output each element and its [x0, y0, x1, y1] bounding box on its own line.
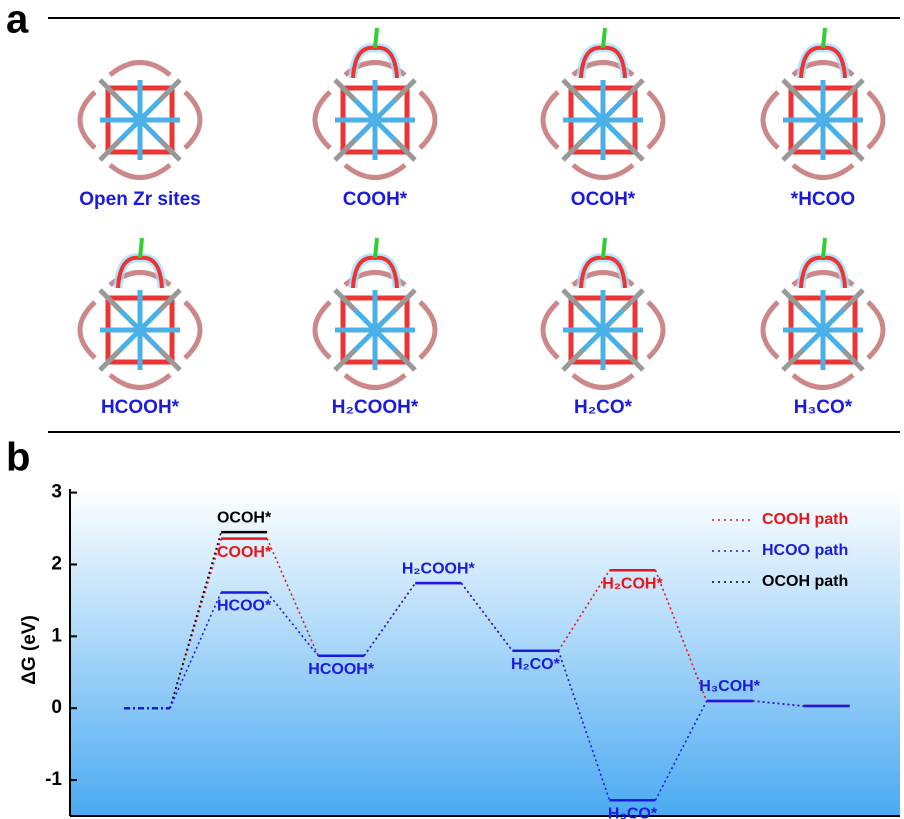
level-label: OCOH*	[217, 509, 272, 526]
structure-label: OCOH*	[571, 189, 636, 210]
legend-label: HCOO path	[762, 542, 848, 559]
connector	[169, 531, 222, 709]
adsorbate	[118, 238, 162, 288]
level-label: H₂COH*	[602, 575, 663, 592]
level-label: H₂CO*	[511, 656, 561, 673]
y-tick-label: 3	[51, 482, 62, 503]
structure-label: H₂CO*	[574, 397, 633, 418]
panel-label: b	[6, 436, 30, 480]
level-label: H₃CO*	[608, 805, 658, 819]
level-label: HCOOH*	[308, 661, 375, 678]
adsorbate	[353, 238, 397, 288]
structure	[315, 273, 435, 388]
connector	[266, 591, 319, 657]
legend-label: COOH path	[762, 511, 848, 528]
connector	[752, 700, 804, 707]
level-label: H₃COH*	[699, 678, 761, 695]
connector	[654, 569, 708, 702]
y-tick-label: 1	[51, 625, 62, 646]
plot-background	[70, 489, 900, 816]
connector	[460, 582, 514, 652]
adsorbate	[581, 238, 625, 288]
panel-label: a	[6, 0, 29, 42]
connector	[654, 700, 708, 801]
y-tick-label: -1	[45, 769, 62, 790]
adsorbate	[801, 28, 845, 78]
structure	[543, 63, 663, 178]
y-axis-label: ΔG (eV)	[19, 615, 40, 685]
y-tick-label: 0	[51, 697, 62, 718]
connector	[557, 569, 611, 652]
level-label: H₂COOH*	[402, 560, 476, 577]
connector	[169, 592, 222, 709]
connector	[557, 650, 611, 801]
structure-label: *HCOO	[791, 189, 855, 210]
structure-label: Open Zr sites	[79, 189, 200, 210]
structures: Open Zr sites COOH* OCOH* *HCOO HCOOH* H₂COOH…	[79, 28, 883, 418]
level-label: HCOO*	[217, 598, 272, 615]
structure	[80, 63, 200, 178]
y-tick-label: 2	[51, 553, 62, 574]
structure-label: H₂COOH*	[332, 397, 419, 418]
structure	[543, 273, 663, 388]
structure	[315, 63, 435, 178]
structure-label: COOH*	[343, 189, 408, 210]
adsorbate	[353, 28, 397, 78]
structure	[763, 63, 883, 178]
legend-label: OCOH path	[762, 573, 848, 590]
structure	[80, 273, 200, 388]
structure-label: HCOOH*	[101, 397, 180, 418]
level-label: COOH*	[217, 544, 272, 561]
connector	[266, 538, 319, 657]
structure-label: H₃CO*	[794, 397, 853, 418]
adsorbate	[801, 238, 845, 288]
structure	[763, 273, 883, 388]
adsorbate	[581, 28, 625, 78]
